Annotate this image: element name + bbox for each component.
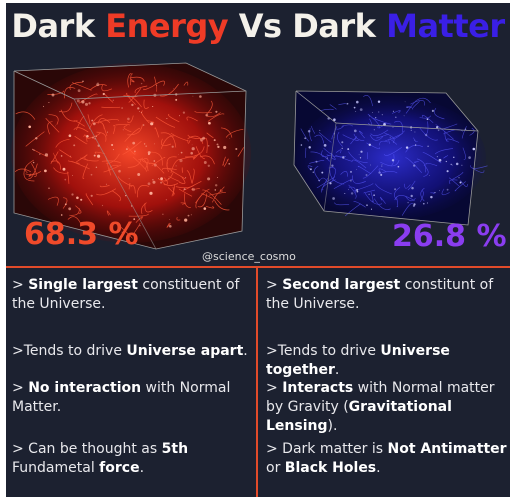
fact-item: > Dark matter is Not Antimatter or Black… [266,440,510,478]
fact-text: . [376,460,381,476]
fact-item: > Single largest constituent of the Univ… [12,276,252,314]
fact-item: >Tends to drive Universe together. [266,342,510,380]
fact-emphasis: Single largest [28,277,138,293]
fact-text: >Tends to drive [266,343,381,359]
fact-emphasis: Universe together [266,343,450,378]
fact-text: . [334,362,340,378]
page-title: Dark Energy Vs Dark Matter [6,7,510,45]
fact-emphasis: Second largest [282,277,401,293]
fact-item: > Interacts with Normal matter by Gravit… [266,379,510,436]
fact-text: . [139,460,145,476]
fact-emphasis: Not Antimatter [387,441,507,457]
fact-emphasis: force [99,460,140,476]
fact-text: > [12,277,29,293]
author-handle: @science_cosmo [202,250,296,263]
dark-energy-cube [11,62,251,250]
fact-item: > Second largest constitunt of the Unive… [266,276,510,314]
infographic-card: Dark Energy Vs Dark Matter [6,3,510,497]
title-word-dark-2: Dark [292,7,376,45]
fact-text: > Dark matter is [266,441,388,457]
fact-emphasis: 5th [161,441,189,457]
fact-text: constitunt of the Universe. [266,277,494,312]
fact-text: > [266,277,283,293]
fact-text: > Can be thought as [12,441,162,457]
fact-text: >Tends to drive [12,343,127,359]
fact-text: > [12,380,29,396]
fact-text: > [266,380,283,396]
fact-emphasis: Interacts [282,380,354,396]
simulation-visuals [11,62,488,250]
fact-text: with Normal matter by Gravity ( [266,380,495,415]
fact-text: with Normal Matter. [12,380,231,415]
fact-emphasis: Gravitational Lensing [266,399,452,434]
fact-emphasis: No interaction [28,380,142,396]
fact-text: ). [327,418,338,434]
fact-text: Fundametal [12,460,100,476]
fact-emphasis: Black Holes [284,460,377,476]
dark-matter-cube [293,90,488,226]
dark-energy-percent: 68.3 % [24,217,139,252]
title-word-matter: Matter [386,7,505,45]
horizontal-divider [6,266,510,268]
fact-text: constituent of the Universe. [12,277,240,312]
fact-emphasis: Universe apart [126,343,244,359]
fact-item: > No interaction with Normal Matter. [12,379,252,417]
fact-text: . [243,343,248,359]
title-word-vs: Vs [238,7,282,45]
vertical-divider [256,268,258,497]
title-word-dark: Dark [11,7,95,45]
fact-text: or [266,460,285,476]
fact-item: > Can be thought as 5th Fundametal force… [12,440,252,478]
dark-matter-percent: 26.8 % [392,219,507,254]
fact-item: >Tends to drive Universe apart. [12,342,252,361]
title-word-energy: Energy [105,7,229,45]
